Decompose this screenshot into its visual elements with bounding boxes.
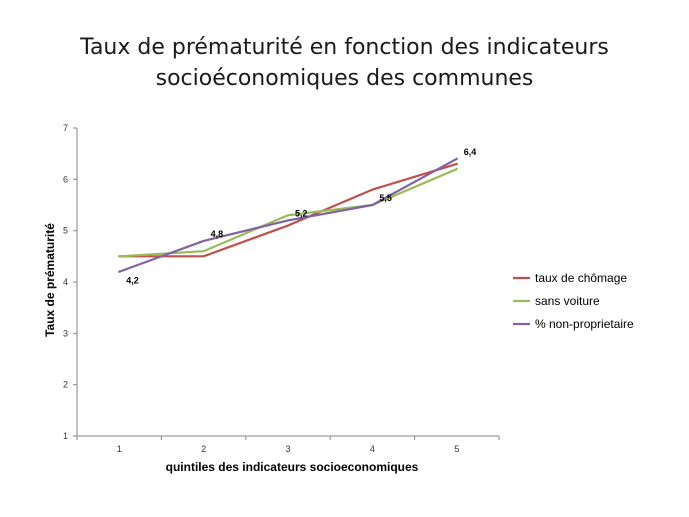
series-line-2 [118,167,458,258]
x-tick-label: 3 [285,444,290,454]
y-axis-title: Taux de prématurité [43,223,57,337]
legend-label: sans voiture [535,294,600,308]
data-label: 4,2 [126,276,139,286]
series-line-3 [118,157,458,273]
chart-legend: taux de chômage sans voiture % non-proprie… [513,271,634,331]
y-tick-label: 1 [63,431,68,441]
y-tick-label: 7 [63,123,68,133]
chart-title-line-2: socioéconomiques des communes [155,66,534,91]
y-tick-label: 2 [63,380,68,390]
chart-data-labels: 4,2 4,8 5,2 5,5 6,4 [126,147,476,286]
x-tick-label: 5 [454,444,459,454]
x-tick-label: 1 [117,444,122,454]
x-axis-title: quintiles des indicateurs socioeconomiqu… [166,460,419,474]
chart-title: Taux de prématurité en fonction des indi… [0,32,689,94]
chart-axes: 1 2 3 4 5 6 7 1 2 3 4 5 [63,123,500,454]
y-tick-label: 3 [63,328,68,338]
x-tick-label: 2 [201,444,206,454]
chart-title-line-1: Taux de prématurité en fonction des indi… [80,35,609,60]
y-tick-label: 5 [63,226,68,236]
data-label: 5,5 [379,193,392,203]
data-label: 4,8 [211,229,224,239]
series-line-1 [118,162,458,258]
y-tick-label: 4 [63,277,68,287]
legend-label: % non-proprietaire [535,317,634,331]
chart-series [118,157,458,273]
data-label: 6,4 [464,147,477,157]
legend-label: taux de chômage [535,271,627,285]
y-tick-label: 6 [63,174,68,184]
data-label: 5,2 [295,208,308,218]
x-tick-label: 4 [370,444,375,454]
